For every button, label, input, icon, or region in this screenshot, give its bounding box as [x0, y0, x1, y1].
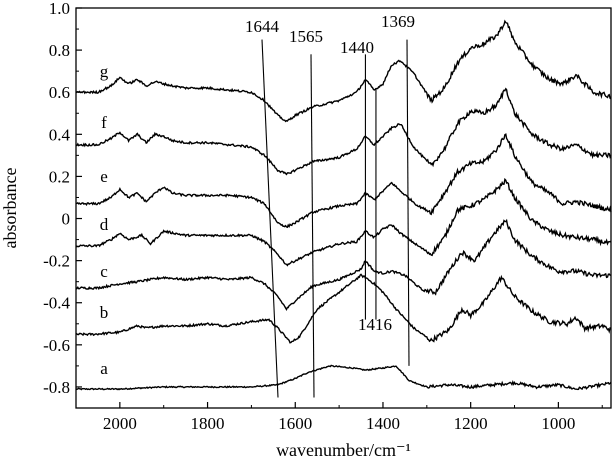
- x-tick-label: 1400: [366, 414, 400, 433]
- series-label-e: e: [100, 167, 108, 186]
- annotation-label-1565: 1565: [289, 27, 323, 46]
- annotation-line-1644: [261, 39, 279, 398]
- x-tick-label: 1000: [541, 414, 575, 433]
- series-line-f: [75, 87, 612, 176]
- annotation-label-1416: 1416: [358, 315, 392, 334]
- series-line-a: [75, 364, 612, 391]
- y-tick-label: 1.0: [49, 0, 70, 18]
- series-label-c: c: [100, 262, 108, 281]
- y-tick-label: -0.4: [43, 294, 70, 313]
- x-axis-label: wavenumber/cm⁻¹: [276, 440, 411, 460]
- y-tick-label: -0.8: [43, 378, 70, 397]
- y-axis-label: absorbance: [0, 168, 20, 249]
- series-line-g: [75, 19, 612, 123]
- y-tick-label: 0.2: [49, 167, 70, 186]
- series-label-d: d: [100, 215, 109, 234]
- y-tick-label: -0.2: [43, 252, 70, 271]
- x-tick-label: 1200: [454, 414, 488, 433]
- x-axis: 2000 1800 1600 1400 1200 1000: [75, 402, 603, 433]
- x-tick-label: 1600: [278, 414, 312, 433]
- series-label-f: f: [101, 113, 107, 132]
- y-tick-label: 0: [62, 210, 71, 229]
- series-line-e: [75, 133, 612, 229]
- annotation-label-1369: 1369: [381, 12, 415, 31]
- annotation-line-1369: [406, 39, 410, 366]
- y-tick-label: 0.6: [49, 83, 70, 102]
- y-tick-label: 0.4: [49, 125, 71, 144]
- y-tick-label: 0.8: [49, 41, 70, 60]
- series-label-a: a: [100, 359, 108, 378]
- series-layer: a b c d e f g: [75, 19, 612, 391]
- series-line-c: [75, 218, 611, 312]
- y-axis: -0.8 -0.6 -0.4 -0.2 0 0.2 0.4 0.6 0.8 1.0: [43, 0, 82, 409]
- series-line-b: [75, 273, 612, 344]
- annotation-label-1440: 1440: [340, 38, 374, 57]
- annotation-layer: 1644 1565 1440 1416 1369: [245, 12, 415, 398]
- x-tick-label: 1800: [191, 414, 225, 433]
- y-tick-label: -0.6: [43, 336, 70, 355]
- annotation-label-1644: 1644: [245, 17, 280, 36]
- plot-frame: [75, 7, 612, 409]
- annotation-line-1565: [310, 54, 315, 398]
- x-tick-label: 2000: [103, 414, 137, 433]
- series-line-d: [75, 177, 612, 267]
- series-label-b: b: [100, 303, 109, 322]
- series-label-g: g: [100, 62, 109, 81]
